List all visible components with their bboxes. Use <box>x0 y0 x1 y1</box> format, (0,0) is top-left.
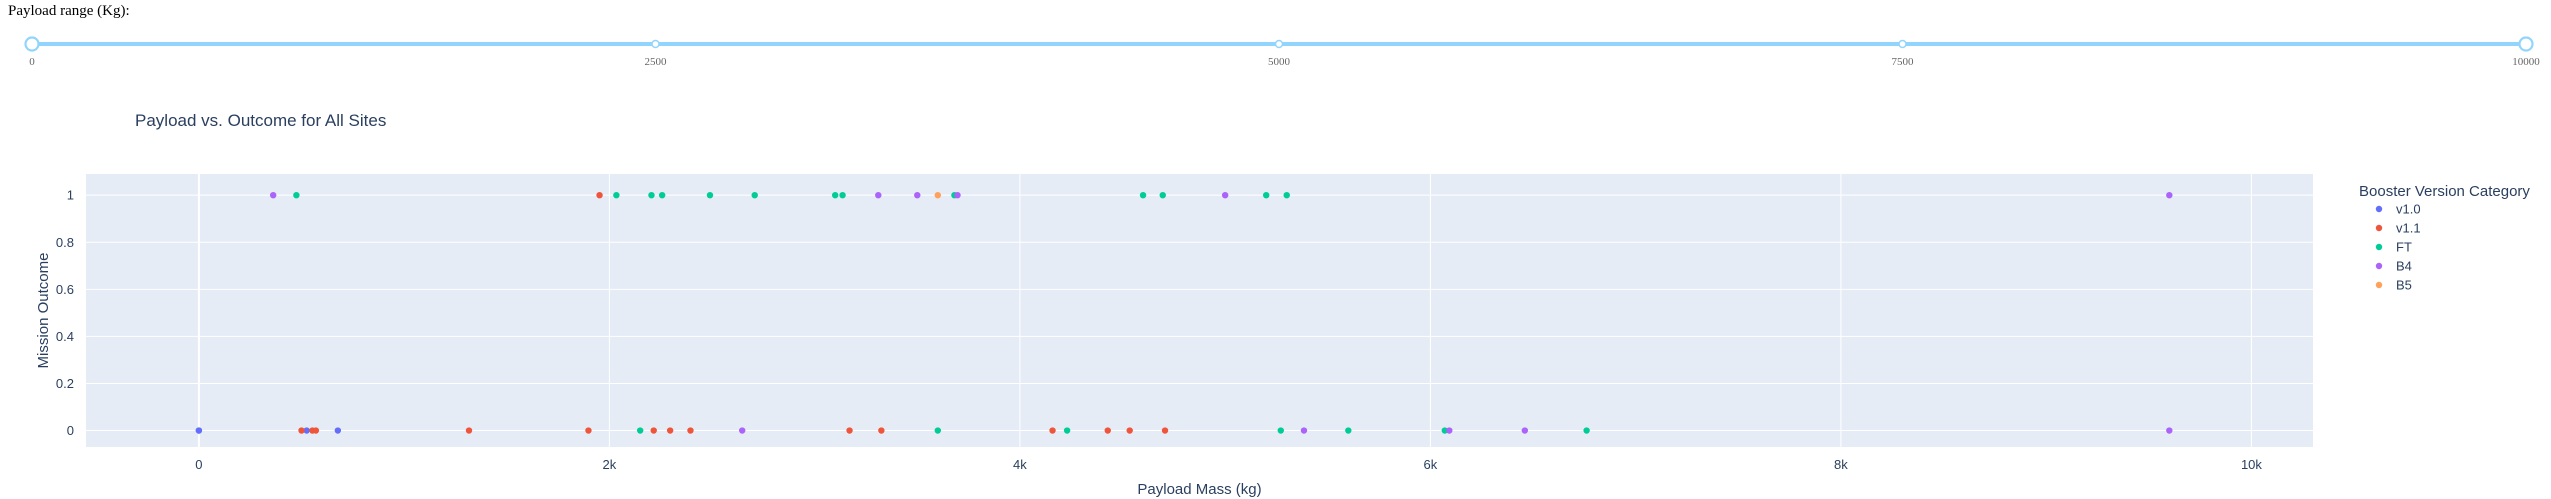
data-point-v1.1[interactable] <box>666 427 674 434</box>
data-point-FT[interactable] <box>1345 427 1352 434</box>
data-point-FT[interactable] <box>1283 191 1290 199</box>
slider-handle-min[interactable] <box>24 36 40 52</box>
data-point-v1.1[interactable] <box>846 427 853 434</box>
data-point-v1.0[interactable] <box>303 427 310 434</box>
x-axis-title: Payload Mass (kg) <box>1137 481 1261 498</box>
legend-marker[interactable] <box>2375 281 2383 289</box>
data-point-v1.0[interactable] <box>195 427 203 434</box>
slider-mark-dot[interactable] <box>651 39 660 49</box>
slider-mark-label[interactable]: 2500 <box>645 56 668 68</box>
slider-mark-dot[interactable] <box>1898 39 1907 49</box>
data-point-v1.1[interactable] <box>312 427 320 434</box>
data-point-FT[interactable] <box>1063 427 1071 434</box>
data-point-FT[interactable] <box>613 191 620 199</box>
data-point-v1.1[interactable] <box>1161 427 1169 434</box>
data-point-B4[interactable] <box>2166 191 2173 199</box>
chart-title: Payload vs. Outcome for All Sites <box>135 111 386 130</box>
x-tick-label: 4k <box>1013 457 1027 472</box>
y-tick-label: 0.2 <box>56 376 74 391</box>
data-point-FT[interactable] <box>1277 427 1284 434</box>
data-point-v1.1[interactable] <box>596 191 603 199</box>
data-point-FT[interactable] <box>934 427 942 434</box>
payload-range-slider[interactable]: 0 2500 5000 7500 10000 <box>0 30 2551 75</box>
data-point-B4[interactable] <box>269 191 277 199</box>
legend-item-label[interactable]: B4 <box>2396 259 2412 274</box>
data-point-B4[interactable] <box>1521 427 1529 434</box>
data-point-v1.1[interactable] <box>1049 427 1056 434</box>
data-point-v1.0[interactable] <box>334 427 342 434</box>
data-point-v1.1[interactable] <box>585 427 592 434</box>
data-point-FT[interactable] <box>1139 191 1147 199</box>
y-tick-label: 0.6 <box>56 282 74 297</box>
y-tick-label: 0 <box>67 423 74 438</box>
x-tick-label: 0 <box>195 457 202 472</box>
slider-mark-label[interactable]: 5000 <box>1268 56 1291 68</box>
data-point-FT[interactable] <box>293 191 300 199</box>
data-point-FT[interactable] <box>1159 191 1166 199</box>
data-point-FT[interactable] <box>1441 427 1448 434</box>
data-point-FT[interactable] <box>648 191 655 199</box>
x-tick-label: 8k <box>1834 457 1848 472</box>
data-point-B4[interactable] <box>2166 427 2173 434</box>
data-point-B4[interactable] <box>875 191 882 199</box>
data-point-FT[interactable] <box>831 191 839 199</box>
legend-item-label[interactable]: v1.1 <box>2396 221 2421 236</box>
data-point-B4[interactable] <box>914 191 921 199</box>
legend-title: Booster Version Category <box>2359 183 2530 200</box>
data-point-FT[interactable] <box>1263 191 1270 199</box>
slider-mark-label[interactable]: 0 <box>29 56 35 68</box>
data-point-B4[interactable] <box>954 191 961 199</box>
data-point-FT[interactable] <box>839 191 846 199</box>
data-point-v1.1[interactable] <box>878 427 885 434</box>
data-point-B5[interactable] <box>934 191 942 199</box>
data-point-FT[interactable] <box>751 191 758 199</box>
data-point-B4[interactable] <box>1446 427 1453 434</box>
data-point-B4[interactable] <box>1300 427 1308 434</box>
legend-marker[interactable] <box>2375 262 2383 270</box>
y-tick-label: 0.4 <box>56 329 74 344</box>
payload-outcome-scatter-chart: Payload vs. Outcome for All Sites 0 2k 4k 6… <box>35 111 2530 498</box>
data-point-v1.1[interactable] <box>650 427 657 434</box>
legend-marker[interactable] <box>2375 224 2383 232</box>
x-tick-label: 10k <box>2241 457 2262 472</box>
legend-item-label[interactable]: FT <box>2396 240 2412 255</box>
legend-marker[interactable] <box>2375 243 2383 251</box>
data-point-FT[interactable] <box>636 427 644 434</box>
payload-range-label: Payload range (Kg): <box>8 3 130 19</box>
x-tick-label: 6k <box>1424 457 1438 472</box>
data-point-v1.1[interactable] <box>687 427 694 434</box>
data-point-B4[interactable] <box>738 427 746 434</box>
data-point-FT[interactable] <box>706 191 714 199</box>
legend-item-label[interactable]: B5 <box>2396 278 2412 293</box>
plot-area[interactable] <box>86 174 2313 447</box>
legend: Booster Version Category v1.0 v1.1 FT B4 B5 <box>2359 183 2530 293</box>
data-point-FT[interactable] <box>1583 427 1590 434</box>
slider-mark-label[interactable]: 7500 <box>1892 56 1915 68</box>
legend-item-label[interactable]: v1.0 <box>2396 202 2421 217</box>
y-tick-label: 1 <box>67 188 74 203</box>
slider-handle-max[interactable] <box>2518 36 2534 52</box>
slider-mark-label[interactable]: 10000 <box>2512 56 2540 68</box>
x-tick-label: 2k <box>603 457 617 472</box>
data-point-v1.1[interactable] <box>1126 427 1133 434</box>
data-point-v1.1[interactable] <box>1104 427 1111 434</box>
data-point-FT[interactable] <box>658 191 666 199</box>
data-point-v1.1[interactable] <box>298 427 305 434</box>
data-point-B4[interactable] <box>1221 191 1229 199</box>
legend-marker[interactable] <box>2375 205 2383 213</box>
y-tick-label: 0.8 <box>56 235 74 250</box>
data-point-v1.1[interactable] <box>465 427 473 434</box>
y-axis-title: Mission Outcome <box>35 253 52 369</box>
slider-mark-dot[interactable] <box>1274 39 1284 49</box>
